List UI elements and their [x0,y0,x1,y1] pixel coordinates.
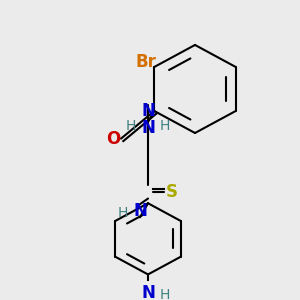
Text: N: N [133,202,147,220]
Text: H: H [118,206,128,220]
Text: S: S [166,183,178,201]
Text: H: H [126,119,136,134]
Text: O: O [106,130,120,148]
Text: H: H [160,288,170,300]
Text: Br: Br [136,53,157,71]
Text: N: N [141,284,155,300]
Text: N: N [141,103,155,121]
Text: N: N [141,119,155,137]
Text: H: H [160,119,170,134]
